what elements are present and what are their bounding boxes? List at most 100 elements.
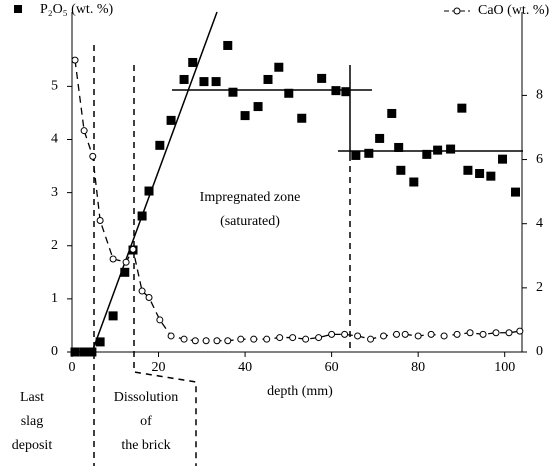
point [224, 337, 232, 345]
point [396, 165, 406, 175]
point [188, 57, 198, 67]
point [240, 111, 250, 121]
point [138, 287, 146, 295]
point [511, 187, 521, 197]
point [393, 330, 401, 338]
point [95, 337, 105, 347]
legend-label: P₂O₅ (wt. %) [40, 2, 113, 17]
point [274, 62, 284, 72]
legend-marker [14, 5, 22, 13]
point [70, 347, 80, 357]
point [137, 211, 147, 221]
point [354, 332, 362, 340]
point [317, 73, 327, 83]
point [446, 144, 456, 154]
point [144, 186, 154, 196]
point [433, 145, 443, 155]
y2-tick-label: 8 [536, 88, 543, 103]
y2-tick-label: 6 [536, 152, 543, 167]
point [479, 330, 487, 338]
point [409, 177, 419, 187]
point [191, 337, 199, 345]
point [80, 127, 88, 135]
y2-tick-label: 4 [536, 216, 543, 231]
point [466, 329, 474, 337]
x-axis-label: depth (mm) [267, 384, 333, 399]
point [492, 329, 500, 337]
point [237, 335, 245, 343]
x-tick-label: 80 [411, 360, 425, 375]
point [253, 102, 263, 112]
y-tick-label: 5 [51, 79, 58, 94]
legend-marker [453, 7, 461, 15]
point [341, 87, 351, 97]
point [167, 332, 175, 340]
point [315, 334, 323, 342]
point [250, 335, 258, 343]
point [401, 330, 409, 338]
point [263, 335, 271, 343]
point [364, 148, 374, 158]
annotation: of [140, 414, 152, 429]
point [463, 165, 473, 175]
point [263, 74, 273, 84]
point [297, 113, 307, 123]
point [108, 311, 118, 321]
point [302, 335, 310, 343]
point [394, 142, 404, 152]
annotation: slag [21, 414, 44, 429]
point [179, 74, 189, 84]
point [498, 154, 508, 164]
x-tick-label: 60 [325, 360, 339, 375]
zone-boundary [133, 65, 197, 466]
point [120, 267, 130, 277]
point [331, 86, 341, 96]
point [367, 335, 375, 343]
point [228, 87, 238, 97]
point [155, 140, 165, 150]
point [516, 327, 524, 335]
point [427, 330, 435, 338]
point [89, 152, 97, 160]
y-tick-label: 1 [51, 291, 58, 306]
point [122, 258, 130, 266]
annotation: Dissolution [114, 390, 179, 405]
y2-tick-label: 0 [536, 344, 543, 359]
annotation: the brick [121, 438, 170, 453]
y-tick-label: 2 [51, 238, 58, 253]
point [79, 347, 89, 357]
annotation: Impregnated zone [200, 190, 301, 205]
point [166, 115, 176, 125]
y-tick-label: 0 [51, 344, 58, 359]
point [202, 337, 210, 345]
y2-tick-label: 2 [536, 280, 543, 295]
point [387, 108, 397, 118]
annotation: (saturated) [220, 214, 280, 229]
point [276, 334, 284, 342]
x-tick-label: 20 [152, 360, 166, 375]
legend-label: CaO (wt. %) [478, 3, 549, 18]
point [453, 330, 461, 338]
point [422, 149, 432, 159]
point [156, 316, 164, 324]
point [505, 329, 513, 337]
point [351, 150, 361, 160]
point [180, 335, 188, 343]
point [211, 77, 221, 87]
point [414, 332, 422, 340]
point [223, 40, 233, 50]
annotation: Last [20, 390, 44, 405]
point [199, 77, 209, 87]
point [71, 56, 79, 64]
point [475, 169, 485, 178]
y-tick-label: 3 [51, 185, 58, 200]
annotation: deposit [12, 438, 53, 453]
point [457, 103, 467, 113]
fit-line [91, 11, 218, 353]
x-tick-label: 100 [494, 360, 515, 375]
point [87, 347, 97, 357]
point [341, 330, 349, 338]
point [486, 171, 496, 181]
point [213, 337, 221, 345]
point [109, 255, 117, 263]
